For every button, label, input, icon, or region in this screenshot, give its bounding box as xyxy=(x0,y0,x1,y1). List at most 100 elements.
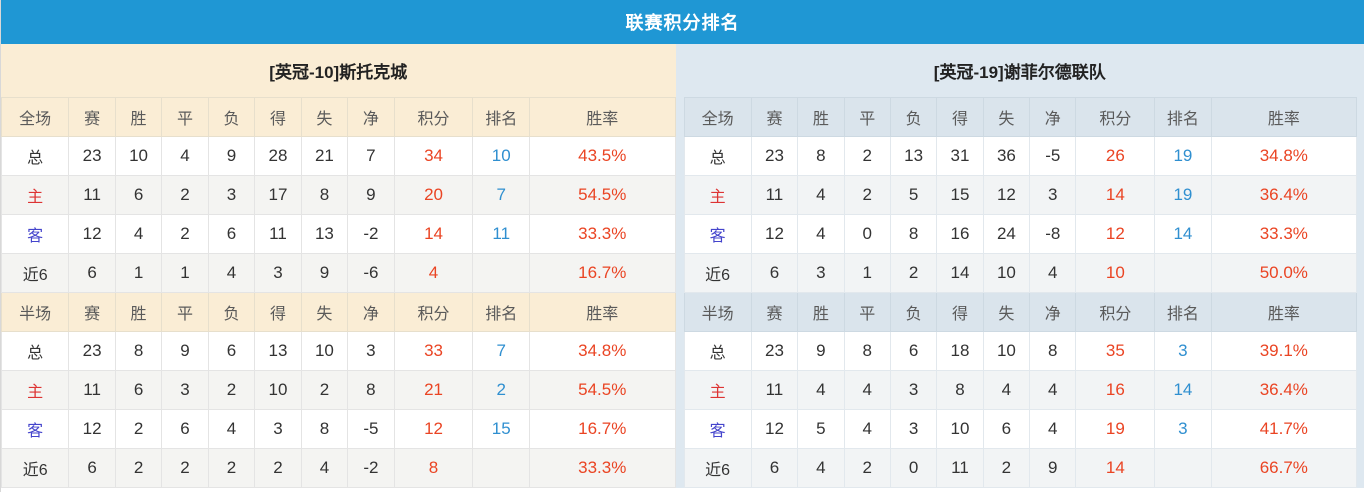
rank-value: 3 xyxy=(1154,331,1212,371)
column-header: 胜 xyxy=(797,97,845,137)
stat-value: 5 xyxy=(889,175,938,215)
column-header: 净 xyxy=(1029,97,1077,137)
stat-value: 2 xyxy=(161,175,209,215)
stat-value: 12 xyxy=(750,214,799,254)
win-rate-value: 34.8% xyxy=(528,331,676,371)
column-header: 平 xyxy=(161,292,209,332)
column-header: 得 xyxy=(936,97,984,137)
stat-value: 9 xyxy=(161,331,209,371)
stat-value: 6 xyxy=(207,331,256,371)
stat-value: 1 xyxy=(843,253,891,293)
row-label: 客 xyxy=(683,409,752,449)
stats-table-left: 全场赛胜平负得失净积分 排名 胜率总 23 10 4 9 28 21 7 34 10 43.5% 主 11 6… xyxy=(1,97,676,488)
points-value: 33 xyxy=(393,331,474,371)
column-header: 负 xyxy=(207,97,256,137)
stat-value: 8 xyxy=(889,214,938,254)
column-header: 胜率 xyxy=(528,97,676,137)
column-header: 净 xyxy=(1029,292,1077,332)
table-row-half-home: 主 11 4 4 3 8 4 4 16 14 36.4% xyxy=(683,370,1358,410)
win-rate-value: 34.8% xyxy=(1210,136,1358,176)
column-header: 积分 xyxy=(1075,97,1156,137)
column-header: 净 xyxy=(347,97,395,137)
stat-value: 8 xyxy=(114,331,163,371)
column-header: 积分 xyxy=(1075,292,1156,332)
points-value: 10 xyxy=(1075,253,1156,293)
rank-value: 11 xyxy=(472,214,530,254)
table-row-half-away: 客 12 5 4 3 10 6 4 19 3 41.7% xyxy=(683,409,1358,449)
stat-value: 14 xyxy=(936,253,984,293)
column-header: 净 xyxy=(347,292,395,332)
win-rate-value: 41.7% xyxy=(1210,409,1358,449)
stat-value: 4 xyxy=(1029,253,1077,293)
points-value: 4 xyxy=(393,253,474,293)
stat-value: 6 xyxy=(889,331,938,371)
row-label: 客 xyxy=(1,409,70,449)
column-header: 胜率 xyxy=(1210,292,1358,332)
stats-table-right: 全场赛胜平负得失净积分 排名 胜率总 23 8 2 13 31 36 -5 26 19 34.8% 主 11… xyxy=(683,97,1358,488)
stat-value: 2 xyxy=(982,448,1031,488)
stat-value: 11 xyxy=(68,370,116,410)
stat-value: 17 xyxy=(254,175,302,215)
column-header-scope: 半场 xyxy=(1,292,70,332)
stat-value: 23 xyxy=(68,136,116,176)
stat-value: 12 xyxy=(68,409,116,449)
stat-value: 12 xyxy=(982,175,1031,215)
team-section-left: [英冠-10]斯托克城 全场赛胜平负得失净积分 排名 胜率总 23 10 4 9 28 21 7 3… xyxy=(1,44,676,488)
stat-value: 2 xyxy=(843,448,891,488)
stat-value: 4 xyxy=(1029,370,1077,410)
stat-value: 4 xyxy=(1029,409,1077,449)
rank-value: 10 xyxy=(472,136,530,176)
column-header: 失 xyxy=(300,97,349,137)
stat-value: 11 xyxy=(750,175,799,215)
column-header: 赛 xyxy=(68,292,116,332)
stat-value: 6 xyxy=(161,409,209,449)
rank-value: 19 xyxy=(1154,136,1212,176)
column-header: 赛 xyxy=(750,292,799,332)
column-header-scope: 全场 xyxy=(1,97,70,137)
stat-value: 2 xyxy=(114,448,163,488)
table-row-full-recent: 近6 6 1 1 4 3 9 -6 4 16.7% xyxy=(1,253,676,293)
tables-container: [英冠-10]斯托克城 全场赛胜平负得失净积分 排名 胜率总 23 10 4 9 28 21 7 3… xyxy=(1,44,1364,488)
stat-value: 4 xyxy=(843,370,891,410)
row-label: 近6 xyxy=(683,253,752,293)
stat-value: 1 xyxy=(161,253,209,293)
team-name-right: [英冠-19]谢菲尔德联队 xyxy=(675,44,1364,97)
stat-value: 2 xyxy=(889,253,938,293)
rank-value: 2 xyxy=(472,370,530,410)
stat-value: 4 xyxy=(982,370,1031,410)
row-label: 主 xyxy=(683,175,752,215)
points-value: 16 xyxy=(1075,370,1156,410)
column-header: 得 xyxy=(254,97,302,137)
stat-value: 10 xyxy=(982,253,1031,293)
stat-value: 2 xyxy=(161,448,209,488)
stat-value: 8 xyxy=(300,409,349,449)
row-label: 总 xyxy=(683,331,752,371)
stat-value: 4 xyxy=(843,409,891,449)
win-rate-value: 33.3% xyxy=(528,214,676,254)
stat-value: 8 xyxy=(936,370,984,410)
stat-value: 6 xyxy=(750,448,799,488)
stat-value: 2 xyxy=(161,214,209,254)
row-label: 总 xyxy=(1,136,70,176)
stat-value: 2 xyxy=(300,370,349,410)
stat-value: 2 xyxy=(114,409,163,449)
stat-value: 10 xyxy=(300,331,349,371)
row-label: 主 xyxy=(1,370,70,410)
stat-value: 4 xyxy=(797,370,845,410)
stat-value: 3 xyxy=(889,409,938,449)
rank-value xyxy=(1154,253,1212,293)
row-label: 总 xyxy=(1,331,70,371)
points-value: 35 xyxy=(1075,331,1156,371)
header-row-half: 半场赛胜平负得失净积分 排名 胜率 xyxy=(683,292,1358,332)
stat-value: 36 xyxy=(982,136,1031,176)
stat-value: 3 xyxy=(797,253,845,293)
stat-value: 2 xyxy=(843,136,891,176)
column-header: 平 xyxy=(843,292,891,332)
stat-value: 28 xyxy=(254,136,302,176)
stat-value: -2 xyxy=(347,214,395,254)
stat-value: 9 xyxy=(797,331,845,371)
row-label: 客 xyxy=(1,214,70,254)
stat-value: 11 xyxy=(68,175,116,215)
row-label: 近6 xyxy=(1,253,70,293)
